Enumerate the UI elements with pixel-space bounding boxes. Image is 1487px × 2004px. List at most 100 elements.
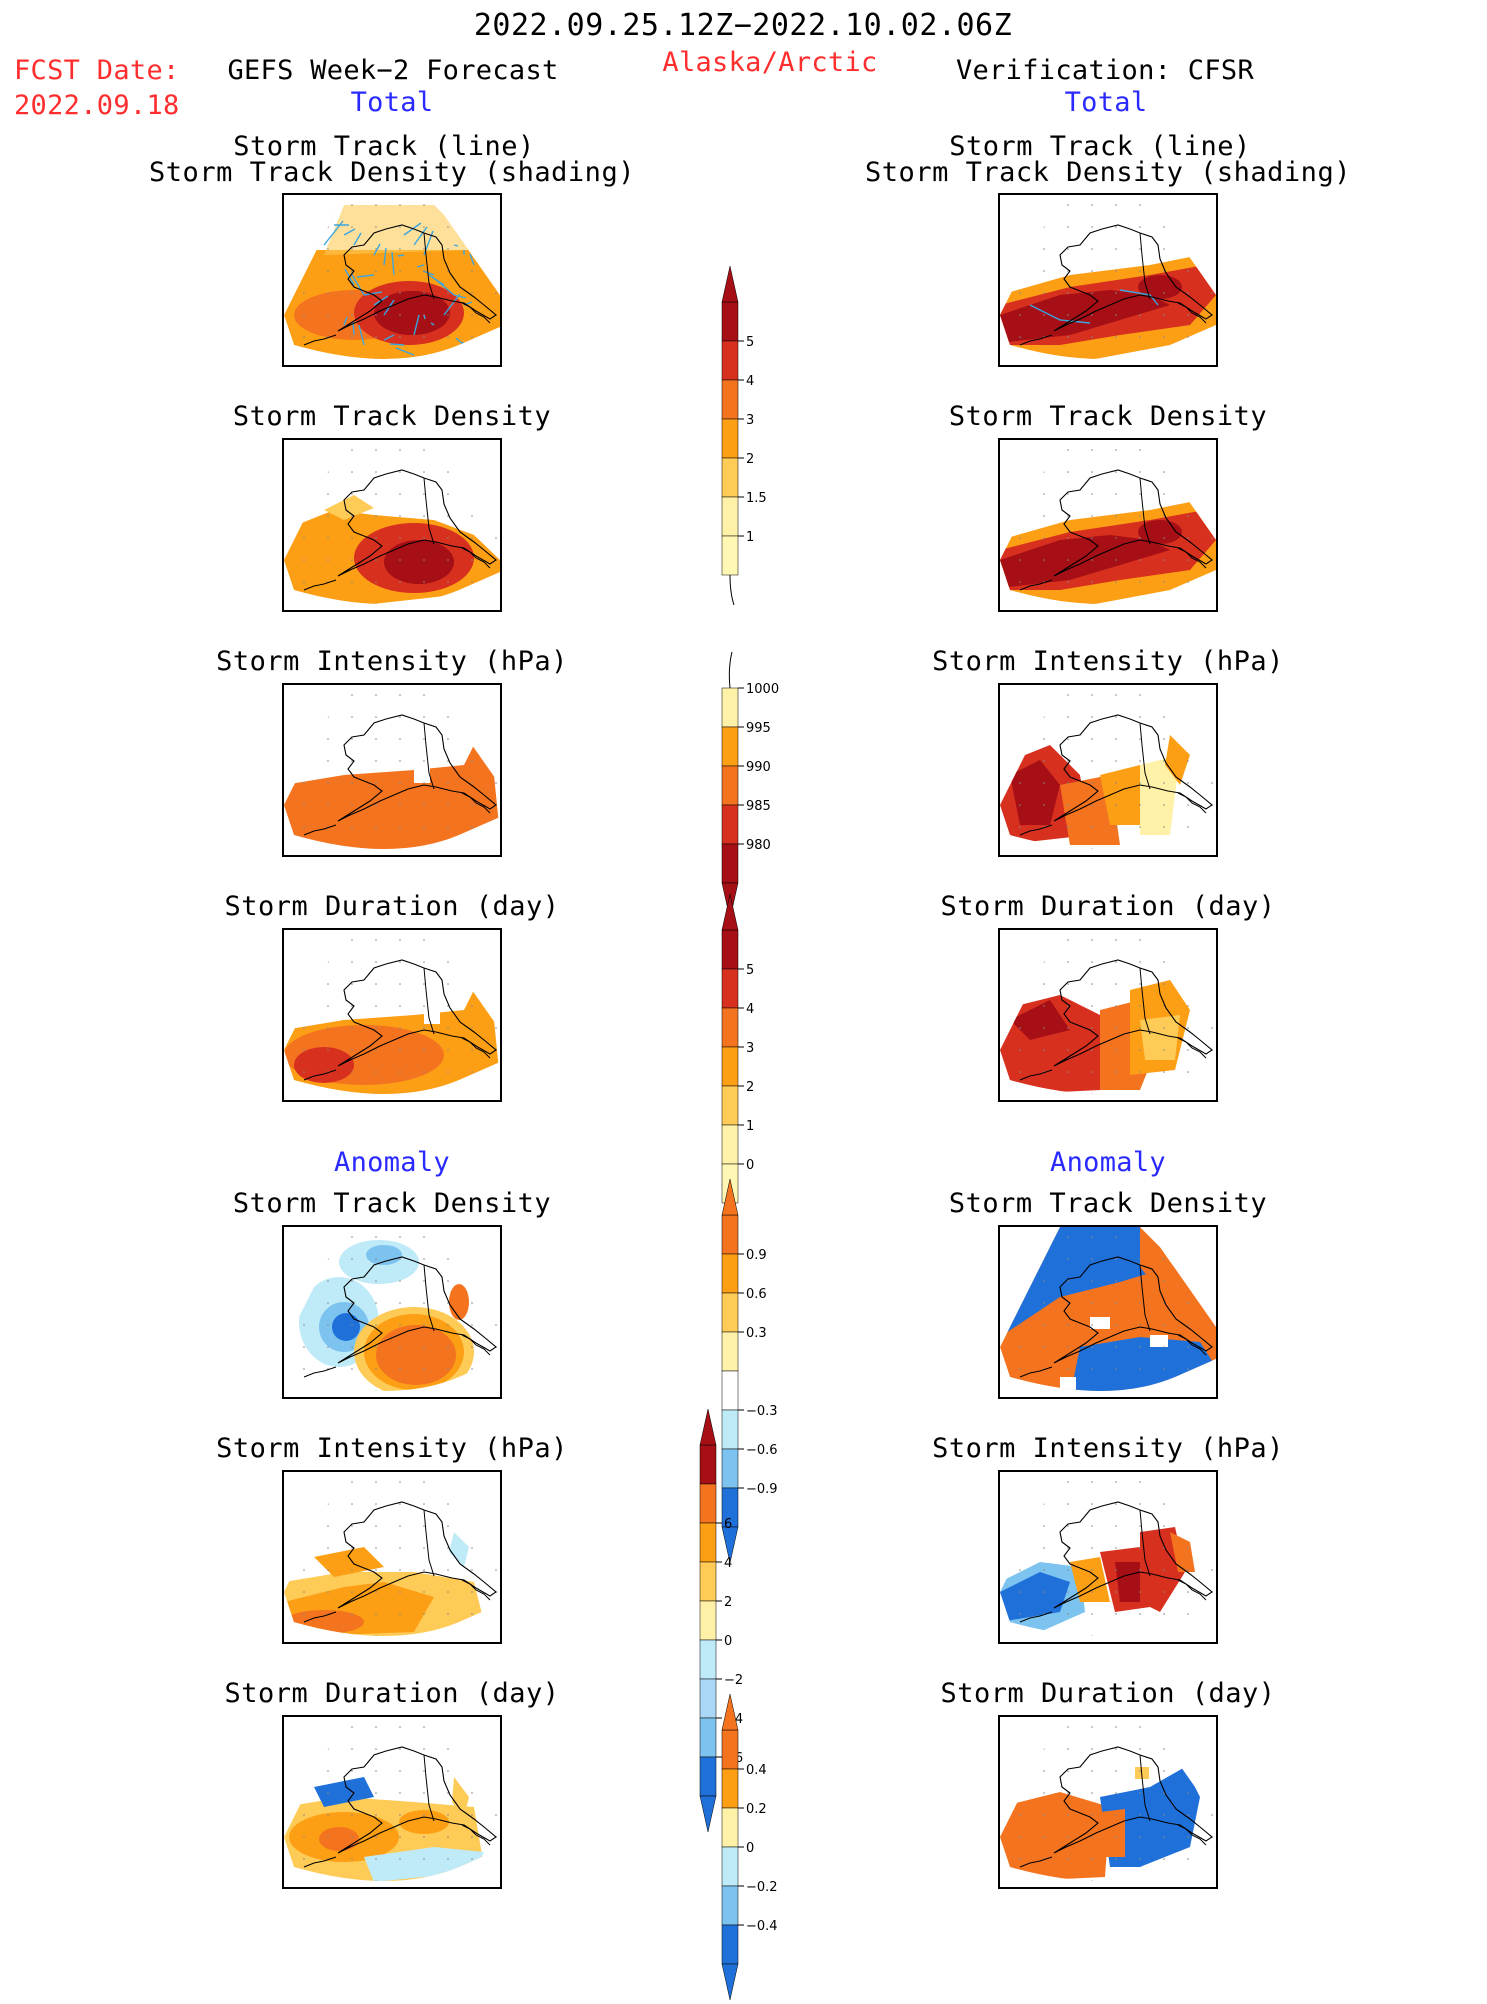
colorbar-label: 1 [746, 530, 754, 545]
colorbar-label: 0.4 [746, 1763, 767, 1778]
colorbar-graphic: 980 985 990 995 1000 [721, 651, 779, 920]
colorbar-label: −0.2 [746, 1880, 778, 1895]
colorbar-graphic: −0.9 −0.6 −0.3 0.3 0.6 0.9 [721, 1178, 778, 1564]
colorbar-swatch [721, 1046, 739, 1087]
colorbar-swatch [721, 301, 739, 342]
map-left-anom-duration [282, 1715, 502, 1889]
colorbar-swatch [721, 929, 739, 970]
colorbar-tip-bottom [721, 1963, 739, 2001]
colorbar-swatch [721, 535, 739, 576]
colorbar-label: 4 [746, 1002, 754, 1017]
colorbar-label: 2 [724, 1595, 732, 1610]
colorbar-label: 0 [746, 1158, 754, 1173]
colorbar-track-density: 1 1.5 2 3 4 5 [721, 262, 767, 615]
region-title: Alaska/Arctic [662, 47, 878, 78]
colorbar-label: 0.2 [746, 1802, 767, 1817]
colorbar-swatch [721, 418, 739, 459]
colorbar-swatch [721, 1807, 739, 1848]
colorbar-swatch [721, 1214, 739, 1255]
colorbar-label: −0.9 [746, 1482, 778, 1497]
colorbar-graphic: 1 1.5 2 3 4 5 [721, 265, 767, 606]
colorbar-swatch [721, 1924, 739, 1965]
colorbar-tail-top [728, 651, 733, 689]
colorbar-label: 1 [746, 1119, 754, 1134]
colorbar-swatch [721, 1253, 739, 1294]
colorbar-swatch [721, 1292, 739, 1333]
colorbar-label: 0.3 [746, 1326, 767, 1341]
left-duration-title: Storm Duration (day) [224, 891, 560, 922]
right-total-label: Total [1064, 87, 1148, 118]
colorbar-swatch [721, 687, 739, 728]
colorbar-label: 5 [746, 963, 754, 978]
map-right-intensity [998, 683, 1218, 857]
map-right-anom-duration [998, 1715, 1218, 1889]
colorbar-swatch [721, 968, 739, 1009]
left-anom-intensity-title: Storm Intensity (hPa) [216, 1433, 568, 1464]
map-left-duration [282, 928, 502, 1102]
colorbar-swatch [721, 1846, 739, 1887]
colorbar-swatch [721, 726, 739, 767]
colorbar-label: 3 [746, 1041, 754, 1056]
colorbar-label: 985 [746, 799, 771, 814]
colorbar-label: 0 [724, 1634, 732, 1649]
colorbar-tip-top [721, 1693, 739, 1731]
colorbar-swatch [721, 457, 739, 498]
map-right-anom-density [998, 1225, 1218, 1399]
colorbar-swatch [699, 1522, 717, 1563]
right-anom-intensity-title: Storm Intensity (hPa) [932, 1433, 1284, 1464]
colorbar-swatch [721, 765, 739, 806]
right-column-title: Verification: CFSR [956, 55, 1254, 86]
colorbar-label: 990 [746, 760, 771, 775]
left-track-density-title: Storm Track Density [232, 401, 552, 432]
colorbar-label: −2 [724, 1673, 743, 1688]
colorbar-tip-top [721, 265, 739, 303]
colorbar-label: 2 [746, 1080, 754, 1095]
map-right-duration [998, 928, 1218, 1102]
colorbar-label: 0 [746, 1841, 754, 1856]
colorbar-swatch [721, 1768, 739, 1809]
colorbar-swatch [721, 1885, 739, 1926]
left-intensity-title: Storm Intensity (hPa) [216, 646, 568, 677]
right-anom-duration-title: Storm Duration (day) [940, 1678, 1276, 1709]
map-left-track-line [282, 193, 502, 367]
colorbar-label: 4 [724, 1556, 732, 1571]
left-track-density-shading-title: Storm Track Density (shading) [149, 157, 635, 188]
colorbar-tip-top [721, 1178, 739, 1216]
colorbar-anom-duration: −0.4 −0.2 0 0.2 0.4 [721, 1690, 778, 2004]
colorbar-swatch [699, 1639, 717, 1680]
colorbar-swatch [721, 379, 739, 420]
right-anom-density-title: Storm Track Density [948, 1188, 1268, 1219]
colorbar-tip-bottom [699, 1795, 717, 1833]
left-total-label: Total [350, 87, 434, 118]
colorbar-swatch [699, 1678, 717, 1719]
colorbar-label: −0.4 [746, 1919, 778, 1934]
fcst-date-label: FCST Date: [14, 55, 180, 86]
colorbar-swatch [699, 1483, 717, 1524]
colorbar-label: 6 [724, 1517, 732, 1532]
colorbar-label: 4 [746, 374, 754, 389]
colorbar-tail-bottom [729, 574, 735, 606]
date-range-title: 2022.09.25.12Z−2022.10.02.06Z [473, 8, 1013, 43]
colorbar-label: 995 [746, 721, 771, 736]
colorbar-swatch [721, 340, 739, 381]
colorbar-label: 0.6 [746, 1287, 767, 1302]
colorbar-swatch [699, 1561, 717, 1602]
colorbar-swatch [699, 1756, 717, 1797]
colorbar-label: 1.5 [746, 491, 767, 506]
colorbar-tip-top [699, 1408, 717, 1446]
colorbar-swatch [699, 1717, 717, 1758]
colorbar-label: −0.3 [746, 1404, 778, 1419]
colorbar-swatch [721, 843, 739, 884]
right-anomaly-label: Anomaly [1050, 1147, 1166, 1178]
colorbar-swatch [721, 1007, 739, 1048]
colorbar-anom-density: −0.9 −0.6 −0.3 0.3 0.6 0.9 [721, 1175, 778, 1567]
colorbar-swatch [721, 804, 739, 845]
colorbar-label: 0.9 [746, 1248, 767, 1263]
colorbar-tip-top [721, 893, 739, 931]
right-track-density-shading-title: Storm Track Density (shading) [865, 157, 1351, 188]
left-anom-duration-title: Storm Duration (day) [224, 1678, 560, 1709]
colorbar-swatch [721, 1085, 739, 1126]
map-left-track-density [282, 438, 502, 612]
map-right-track-density [998, 438, 1218, 612]
colorbar-label: 1000 [746, 682, 779, 697]
